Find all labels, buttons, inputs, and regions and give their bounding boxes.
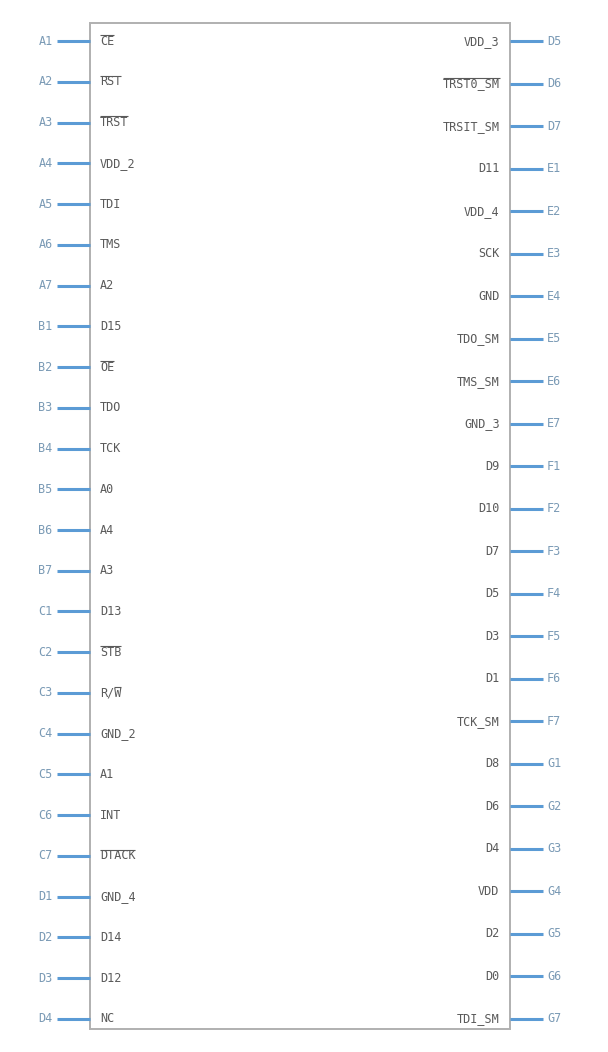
Text: E3: E3 — [547, 247, 561, 260]
Text: A4: A4 — [38, 157, 52, 169]
Text: A5: A5 — [38, 198, 52, 210]
Text: R/W: R/W — [100, 687, 122, 700]
Text: G7: G7 — [547, 1012, 561, 1026]
Text: D9: D9 — [485, 460, 500, 472]
Text: D6: D6 — [485, 800, 500, 813]
Text: TMS_SM: TMS_SM — [457, 375, 500, 388]
Text: A7: A7 — [38, 279, 52, 292]
Text: C2: C2 — [38, 646, 52, 659]
Text: VDD_4: VDD_4 — [464, 205, 500, 218]
Text: C3: C3 — [38, 687, 52, 700]
Text: STB: STB — [100, 646, 122, 659]
Text: C5: C5 — [38, 768, 52, 781]
Text: GND: GND — [478, 289, 500, 303]
Text: G5: G5 — [547, 927, 561, 940]
Text: B7: B7 — [38, 564, 52, 578]
Text: B5: B5 — [38, 483, 52, 495]
Text: F4: F4 — [547, 587, 561, 601]
Text: D3: D3 — [485, 630, 500, 643]
Text: TRSIT_SM: TRSIT_SM — [443, 120, 500, 133]
Text: E7: E7 — [547, 418, 561, 430]
Text: G1: G1 — [547, 757, 561, 770]
Text: D4: D4 — [38, 1012, 52, 1026]
Text: D5: D5 — [485, 587, 500, 601]
Text: D13: D13 — [100, 605, 122, 618]
Text: A3: A3 — [100, 564, 114, 578]
Text: TRST0_SM: TRST0_SM — [443, 77, 500, 90]
Text: F6: F6 — [547, 672, 561, 685]
Text: F3: F3 — [547, 545, 561, 558]
Text: VDD: VDD — [478, 885, 500, 897]
Text: G2: G2 — [547, 800, 561, 813]
Text: NC: NC — [100, 1012, 114, 1026]
Text: A1: A1 — [100, 768, 114, 781]
Text: A4: A4 — [100, 524, 114, 537]
Text: CE: CE — [100, 35, 114, 47]
Text: D1: D1 — [485, 672, 500, 685]
Text: OE: OE — [100, 361, 114, 373]
Text: E5: E5 — [547, 332, 561, 345]
Text: D2: D2 — [38, 931, 52, 944]
Text: C4: C4 — [38, 727, 52, 741]
Text: D6: D6 — [547, 77, 561, 90]
Text: GND_3: GND_3 — [464, 418, 500, 430]
Text: VDD_3: VDD_3 — [464, 35, 500, 47]
Text: D7: D7 — [485, 545, 500, 558]
Text: DTACK: DTACK — [100, 849, 136, 863]
Text: RST: RST — [100, 76, 122, 88]
Text: TCK: TCK — [100, 442, 122, 456]
Text: D5: D5 — [547, 35, 561, 47]
Text: F1: F1 — [547, 460, 561, 472]
Text: A1: A1 — [38, 35, 52, 47]
Text: G4: G4 — [547, 885, 561, 897]
Text: B4: B4 — [38, 442, 52, 456]
Text: B6: B6 — [38, 524, 52, 537]
Text: D1: D1 — [38, 890, 52, 903]
Text: A3: A3 — [38, 116, 52, 129]
Text: D11: D11 — [478, 162, 500, 176]
Text: C6: C6 — [38, 809, 52, 822]
Text: VDD_2: VDD_2 — [100, 157, 136, 169]
Text: INT: INT — [100, 809, 122, 822]
Text: F2: F2 — [547, 502, 561, 515]
Text: TCK_SM: TCK_SM — [457, 714, 500, 728]
Text: TDO: TDO — [100, 401, 122, 414]
Text: F7: F7 — [547, 714, 561, 728]
Text: D15: D15 — [100, 320, 122, 332]
Text: G3: G3 — [547, 843, 561, 855]
Text: TDI_SM: TDI_SM — [457, 1012, 500, 1026]
Text: D2: D2 — [485, 927, 500, 940]
Text: B3: B3 — [38, 401, 52, 414]
Text: TDI: TDI — [100, 198, 122, 210]
Text: A6: A6 — [38, 239, 52, 251]
Text: G6: G6 — [547, 970, 561, 983]
Text: SCK: SCK — [478, 247, 500, 260]
Text: D8: D8 — [485, 757, 500, 770]
Text: F5: F5 — [547, 630, 561, 643]
Text: TMS: TMS — [100, 239, 122, 251]
Text: D0: D0 — [485, 970, 500, 983]
Text: TRST: TRST — [100, 116, 128, 129]
Text: C1: C1 — [38, 605, 52, 618]
Text: D14: D14 — [100, 931, 122, 944]
Text: TDO_SM: TDO_SM — [457, 332, 500, 345]
Text: A2: A2 — [100, 279, 114, 292]
Text: D4: D4 — [485, 843, 500, 855]
Text: E2: E2 — [547, 205, 561, 218]
Text: GND_2: GND_2 — [100, 727, 136, 741]
Text: D10: D10 — [478, 502, 500, 515]
Text: A2: A2 — [38, 76, 52, 88]
Text: GND_4: GND_4 — [100, 890, 136, 903]
Bar — [90, 23, 510, 1029]
Text: E4: E4 — [547, 289, 561, 303]
Text: D7: D7 — [547, 120, 561, 133]
Text: B2: B2 — [38, 361, 52, 373]
Text: E6: E6 — [547, 375, 561, 388]
Text: A0: A0 — [100, 483, 114, 495]
Text: E1: E1 — [547, 162, 561, 176]
Text: B1: B1 — [38, 320, 52, 332]
Text: D12: D12 — [100, 972, 122, 985]
Text: C7: C7 — [38, 849, 52, 863]
Text: D3: D3 — [38, 972, 52, 985]
